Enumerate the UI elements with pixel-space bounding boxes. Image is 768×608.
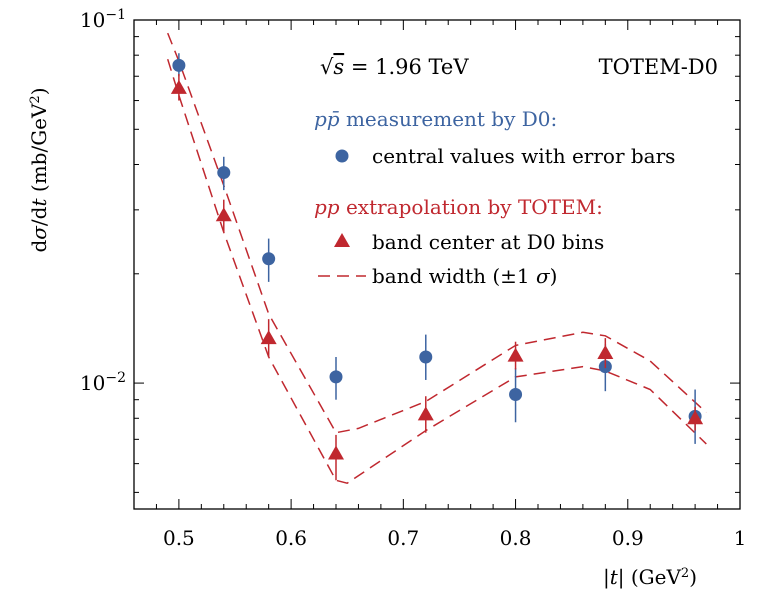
legend-d0-header: pp̄ measurement by D0: — [314, 107, 557, 131]
d0-point — [217, 166, 231, 180]
totem-triangle — [417, 406, 434, 421]
y-axis-label: dσ/dt (mb/GeV2) — [27, 87, 51, 252]
legend-d0-points: central values with error bars — [372, 144, 675, 168]
energy-annotation: √s = 1.96 TeV — [320, 55, 469, 79]
totem-triangle — [328, 445, 344, 460]
legend-totem-band: band width (±1 σ) — [372, 264, 557, 288]
legend-totem-center: band center at D0 bins — [372, 230, 604, 254]
x-tick-label: 0.5 — [163, 526, 195, 550]
x-tick-label: 0.9 — [612, 526, 644, 550]
totem-triangle — [687, 410, 704, 425]
d0-point — [419, 350, 433, 364]
totem-triangle — [215, 207, 232, 222]
x-tick-label: 1 — [734, 526, 747, 550]
legend-totem-header: pp extrapolation by TOTEM: — [314, 195, 603, 219]
band-upper-line — [167, 32, 707, 434]
y-tick-label: 10−1 — [80, 7, 126, 32]
plot-frame — [133, 19, 741, 510]
x-axis-label: |t| (GeV2) — [603, 565, 697, 590]
d0-point — [329, 370, 343, 384]
d0-point — [172, 58, 186, 72]
axis-ticks — [133, 19, 741, 509]
band-lines — [166, 32, 707, 485]
legend: pp̄ measurement by D0: central values wi… — [314, 107, 675, 288]
totem-triangle — [597, 345, 614, 360]
x-tick-label: 0.6 — [275, 526, 307, 550]
totem-triangle — [507, 347, 524, 362]
totem-triangle — [260, 330, 277, 345]
totem-triangle — [170, 79, 187, 94]
x-tick-label: 0.8 — [500, 526, 532, 550]
experiment-annotation: TOTEM-D0 — [599, 55, 718, 79]
legend-d0-marker — [335, 149, 349, 163]
legend-totem-marker — [334, 233, 350, 247]
d0-point — [262, 252, 276, 266]
d0-point — [509, 388, 523, 402]
y-tick-label: 10−2 — [80, 370, 126, 395]
x-tick-label: 0.7 — [387, 526, 419, 550]
band-lower-line — [166, 58, 707, 485]
data-points — [170, 53, 704, 481]
tick-labels: 0.5 0.6 0.7 0.8 0.9 1 10−1 10−2 — [80, 7, 746, 550]
